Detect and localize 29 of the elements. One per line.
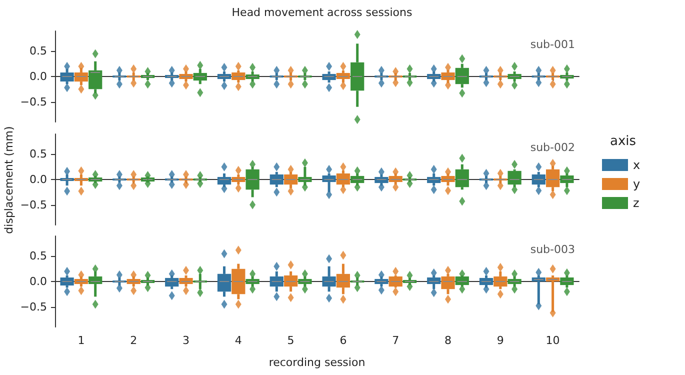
x-axis-title: recording session xyxy=(268,356,366,369)
legend-label: x xyxy=(633,158,640,172)
y-tick-label: −0.5 xyxy=(20,198,47,212)
x-tick-label: 6 xyxy=(340,334,347,347)
x-tick-label: 3 xyxy=(182,334,190,347)
x-tick-label: 9 xyxy=(496,334,504,347)
y-tick-label: −0.5 xyxy=(20,95,47,108)
annotation: sub-002 xyxy=(530,141,576,154)
x-tick-label: 7 xyxy=(392,334,400,347)
y-tick-label: 0.0 xyxy=(30,275,47,288)
x-tick-label: 4 xyxy=(234,334,242,347)
y-tick-label: 0.5 xyxy=(30,44,47,58)
y-tick-label: 0.5 xyxy=(30,250,47,263)
annotation: sub-003 xyxy=(530,243,576,256)
y-tick-label: 0.5 xyxy=(30,148,47,161)
y-axis-title: displacement (mm) xyxy=(2,126,16,234)
x-tick-label: 8 xyxy=(444,334,452,347)
legend-title: axis xyxy=(610,134,636,149)
legend-label: y xyxy=(633,177,640,191)
x-tick-label: 10 xyxy=(546,334,560,347)
y-tick-label: 0.0 xyxy=(30,70,47,83)
chart-title: Head movement across sessions xyxy=(232,6,412,19)
legend-label: z xyxy=(633,196,640,210)
annotation: sub-001 xyxy=(530,38,576,51)
y-tick-label: −0.5 xyxy=(20,300,47,314)
x-tick-label: 1 xyxy=(78,334,85,347)
y-tick-label: 0.0 xyxy=(30,173,47,186)
x-tick-label: 5 xyxy=(287,334,294,347)
x-tick-label: 2 xyxy=(130,334,138,347)
